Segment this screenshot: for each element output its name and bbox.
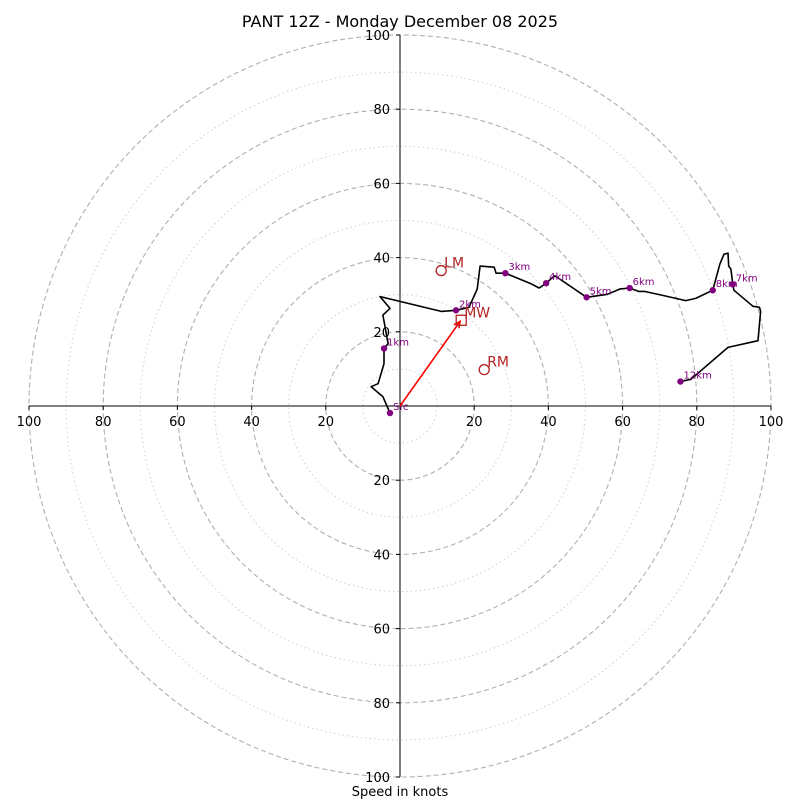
height-marker-point bbox=[502, 269, 509, 277]
height-marker-label: 6km bbox=[633, 277, 655, 288]
y-tick-label: 60 bbox=[373, 623, 390, 638]
height-marker-point bbox=[677, 378, 684, 385]
x-tick-label: 60 bbox=[614, 415, 631, 430]
height-marker-label: 12km bbox=[683, 371, 711, 382]
tick-labels: 100 80 60 40 20 20 40 60 80 100100806040202040608… bbox=[17, 29, 784, 786]
x-tick-label: 40 bbox=[540, 415, 557, 430]
height-marker-point bbox=[729, 281, 736, 288]
storm-motion-marker-mw bbox=[455, 314, 467, 326]
height-marker-point bbox=[709, 287, 716, 294]
y-tick-label: 100 bbox=[365, 29, 390, 44]
y-tick-label: 100 bbox=[365, 771, 390, 786]
height-marker-label: 1km bbox=[387, 337, 409, 348]
storm-motion-marker-lm bbox=[435, 264, 447, 277]
storm-motion-marker-rm bbox=[478, 363, 490, 376]
y-tick-label: 20 bbox=[373, 474, 390, 489]
height-marker-point bbox=[626, 284, 633, 292]
storm-motion-markers: LM MW RM bbox=[399, 256, 509, 407]
y-tick-label: 40 bbox=[373, 548, 390, 563]
height-marker-label: Sfc bbox=[393, 402, 408, 413]
hodograph-trace bbox=[370, 252, 762, 414]
y-tick-label: 80 bbox=[373, 697, 390, 712]
mean-wind-vector bbox=[399, 320, 461, 407]
x-tick-label: 60 bbox=[169, 415, 186, 430]
y-tick-label: 80 bbox=[373, 103, 390, 118]
chart-title: PANT 12Z - Monday December 08 2025 bbox=[242, 12, 558, 31]
height-marker-point bbox=[583, 294, 590, 301]
x-tick-label: 80 bbox=[95, 415, 112, 430]
height-marker-point bbox=[380, 345, 388, 352]
x-tick-label: 20 bbox=[318, 415, 335, 430]
height-marker-point bbox=[542, 279, 550, 287]
x-tick-label: 40 bbox=[243, 415, 260, 430]
x-tick-label: 100 bbox=[759, 415, 784, 430]
x-tick-label: 100 bbox=[17, 415, 42, 430]
height-marker-point bbox=[452, 307, 460, 314]
y-tick-label: 60 bbox=[373, 177, 390, 192]
storm-motion-label: RM bbox=[487, 355, 509, 371]
height-marker-label: 4km bbox=[549, 272, 571, 283]
x-axis-label: Speed in knots bbox=[352, 785, 449, 800]
height-marker-point bbox=[386, 409, 394, 417]
x-tick-label: 80 bbox=[689, 415, 706, 430]
x-tick-label: 20 bbox=[466, 415, 483, 430]
storm-motion-label: LM bbox=[444, 256, 464, 272]
y-tick-label: 40 bbox=[373, 252, 390, 267]
hodograph-line bbox=[370, 252, 762, 414]
height-marker-label: 3km bbox=[508, 262, 530, 273]
height-marker-label: 5km bbox=[590, 286, 612, 297]
height-marker-label: 2km bbox=[459, 299, 481, 310]
height-marker-label: 7km bbox=[736, 273, 758, 284]
height-marker-label: 8km bbox=[716, 279, 738, 290]
storm-motion-label: MW bbox=[464, 305, 490, 321]
